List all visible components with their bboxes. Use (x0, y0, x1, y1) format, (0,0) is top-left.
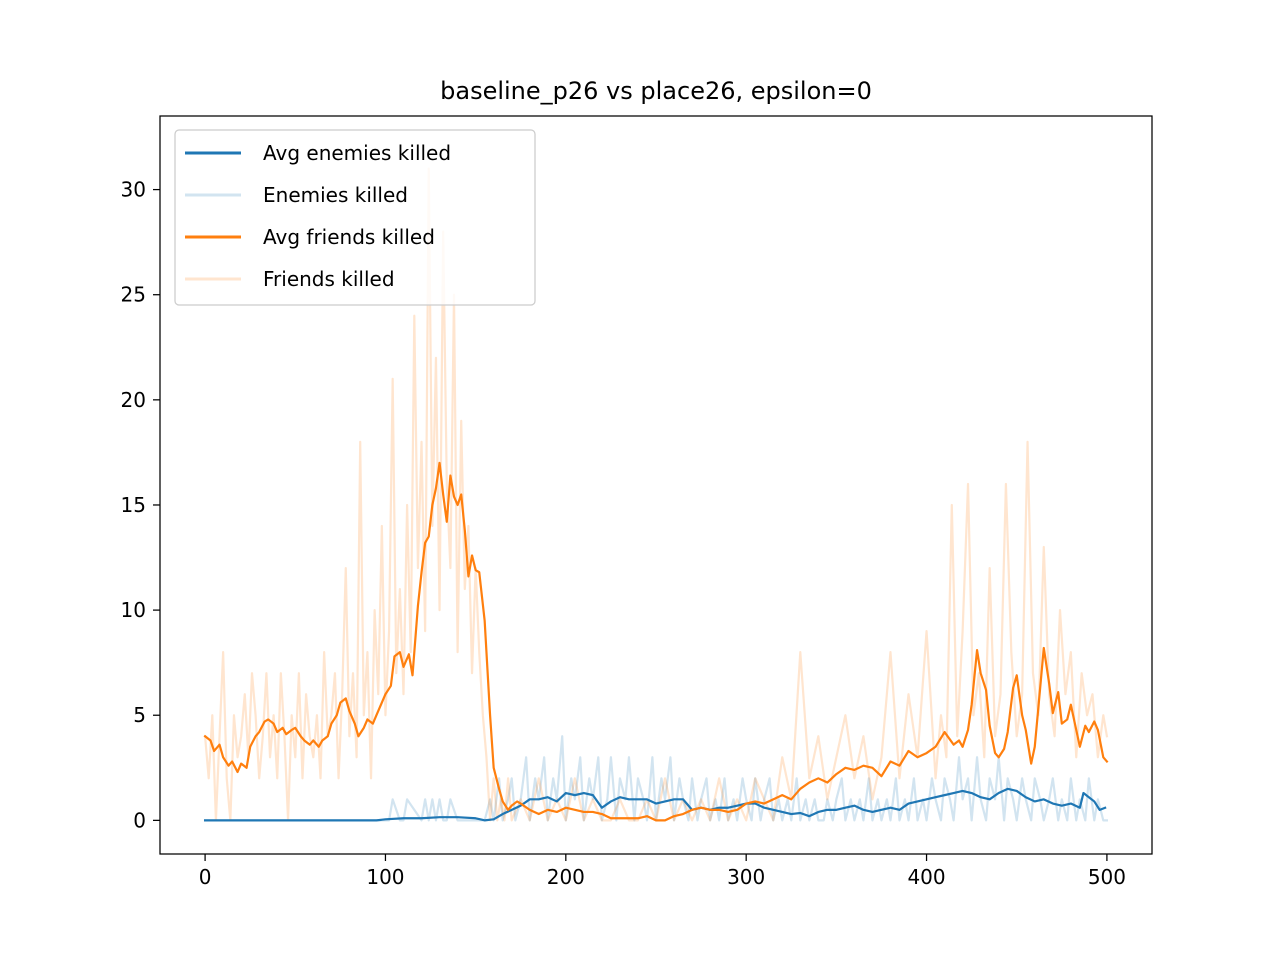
y-tick-label: 15 (121, 493, 146, 517)
series-line-friends-killed (203, 167, 1109, 822)
y-axis: 0 5 10 15 20 25 30 (121, 178, 160, 832)
series-line-avg-friends-killed (203, 461, 1109, 822)
series-line-enemies-killed (203, 735, 1109, 822)
y-tick-label: 5 (133, 703, 146, 727)
chart-title: baseline_p26 vs place26, epsilon=0 (440, 77, 872, 105)
x-tick-label: 0 (199, 865, 212, 889)
legend-box (174, 129, 536, 306)
x-tick-label: 500 (1088, 865, 1126, 889)
y-tick-label: 25 (121, 283, 146, 307)
x-tick-label: 300 (727, 865, 765, 889)
legend-label: Friends killed (263, 267, 395, 291)
y-tick-label: 30 (121, 178, 146, 202)
legend-label: Enemies killed (263, 183, 408, 207)
y-tick-label: 0 (133, 808, 146, 832)
x-tick-label: 200 (547, 865, 585, 889)
y-tick-label: 10 (121, 598, 146, 622)
plot-frame (159, 115, 1153, 855)
y-tick-label: 20 (121, 388, 146, 412)
legend-label: Avg enemies killed (263, 141, 451, 165)
x-tick-label: 400 (907, 865, 945, 889)
x-tick-label: 100 (366, 865, 404, 889)
series-layer (203, 167, 1109, 822)
x-axis: 0 100 200 300 400 500 (199, 854, 1126, 889)
legend: Avg enemies killed Enemies killed Avg frie… (174, 129, 536, 306)
legend-label: Avg friends killed (263, 225, 435, 249)
